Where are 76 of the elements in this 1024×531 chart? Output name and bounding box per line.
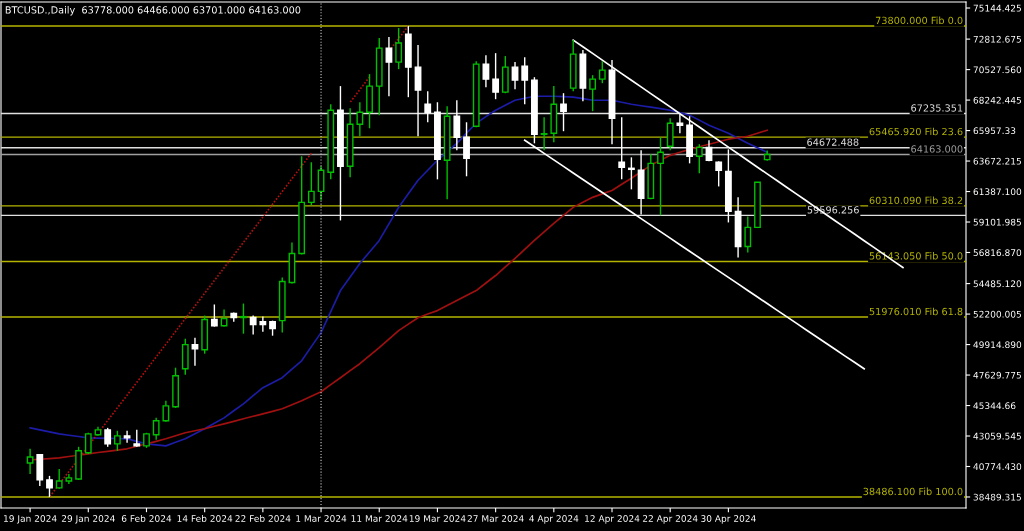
ref-line-label: 38486.100 Fib 100.0 [863,487,963,496]
candlestick [521,56,529,105]
y-tick-label: 63672.215 [973,157,1021,165]
ref-line-label: 51976.010 Fib 61.8 [869,307,963,316]
candlestick [492,52,500,100]
candlestick [627,156,635,191]
y-tick-label: 52200.005 [973,310,1021,318]
x-tick-label: 19 Mar 2024 [409,515,466,522]
y-tick-label: 45344.66 [973,402,1016,410]
y-tick-label: 72812.675 [973,35,1021,43]
x-tick-label: 11 Mar 2024 [351,515,408,522]
y-tick-label: 43059.545 [973,432,1021,440]
candlestick [259,315,267,333]
y-tick-label: 38489.315 [973,493,1021,501]
candlestick [395,27,403,70]
candlestick [666,117,674,151]
candlestick [113,430,121,452]
y-tick-label: 61387.100 [973,188,1022,196]
ref-line-label: 64672.488 [807,138,859,146]
candlestick [123,430,131,444]
x-tick-label: 12 Apr 2024 [585,515,640,524]
y-tick-label: 47629.775 [973,371,1021,379]
candlestick [414,44,422,137]
x-tick-label: 1 Mar 2024 [296,515,347,522]
candlestick [356,101,364,137]
x-tick-label: 14 Feb 2024 [177,514,233,522]
x-tick-label: 19 Jan 2024 [4,515,57,524]
y-tick-label: 40774.430 [973,463,1022,471]
candlestick [307,161,315,207]
chart-title: BTCUSD.,Daily 63778.000 64466.000 63701.000 64163.000 [5,6,301,16]
candlestick [540,116,548,151]
candlestick [453,99,461,151]
x-tick-label: 6 Feb 2024 [121,514,172,522]
candlestick [46,475,53,498]
candlestick [26,448,34,475]
x-tick-label: 22 Feb 2024 [235,514,291,522]
candlestick [240,302,247,335]
x-tick-label: 4 Apr 2024 [529,515,579,524]
y-tick-label: 75144.425 [973,4,1021,12]
ref-line-label: 73800.000 Fib 0.0 [875,16,963,25]
candlestick [482,54,490,88]
candlestick [715,160,723,188]
candlestick [162,400,170,423]
candlestick [152,417,160,441]
y-tick-label: 59101.985 [973,218,1021,226]
y-tick-label: 49914.890 [973,341,1022,349]
candlestick [598,60,606,84]
ref-line-label: 60310.090 Fib 38.2 [869,196,963,205]
candlestick [210,303,218,328]
y-tick-label: 70527.560 [973,66,1022,74]
candlestick [55,468,63,490]
candlestick [618,116,626,181]
y-tick-label: 65957.33 [973,127,1016,135]
candlestick [104,427,112,448]
candlestick [463,121,470,177]
candlestick [676,113,684,134]
ref-line-label: 64163.000 [911,145,963,153]
candlestick [424,90,432,123]
candlestick [744,215,752,254]
y-tick-label: 56816.870 [973,249,1022,257]
x-tick-label: 27 Mar 2024 [467,515,524,522]
candlestick [249,314,257,336]
candlestick [657,136,664,217]
candlestick [511,61,519,90]
ref-line-label: 65465.920 Fib 23.6 [869,127,963,136]
candlestick [695,143,703,175]
x-tick-label: 30 Apr 2024 [701,515,756,524]
ref-line-label: 67235.351 [911,104,963,112]
x-tick-label: 29 Jan 2024 [61,515,115,524]
x-tick-label: 22 Apr 2024 [642,515,698,524]
candlestick [560,92,567,132]
line-series [523,139,866,370]
candlestick [589,74,597,112]
y-tick-label: 54485.120 [973,280,1022,288]
y-tick-label: 68242.445 [973,96,1021,104]
candlestick [385,36,393,97]
